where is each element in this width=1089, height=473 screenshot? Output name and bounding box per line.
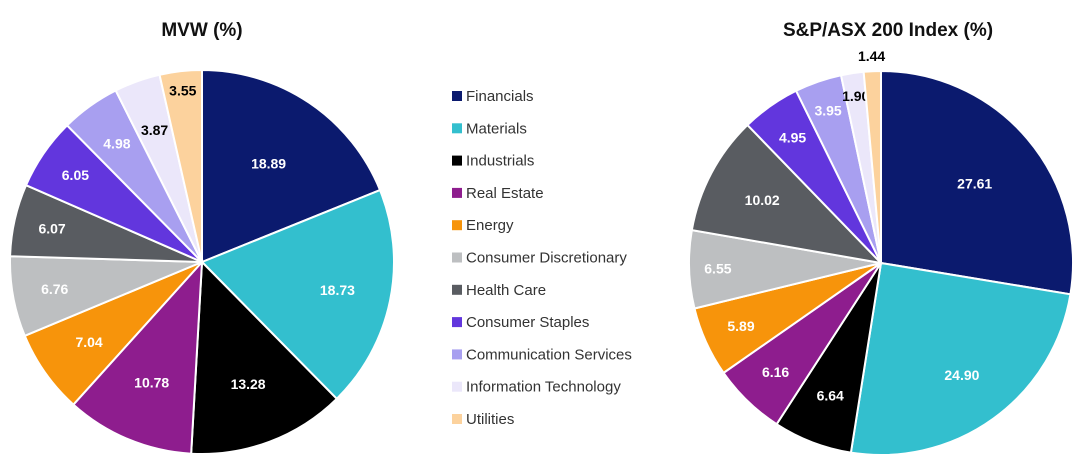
legend: Financials Materials Industrials Real Estat… [452, 88, 632, 428]
legend-swatch-real-estate [452, 187, 462, 198]
legend-label-communication-services: Communication Services [466, 346, 632, 363]
pie-2-slice-financials [880, 69, 1074, 296]
legend-swatch-information-technology [452, 381, 462, 392]
pie-2-label-financials: 27.61 [957, 176, 992, 192]
pie-1-slice-materials [200, 188, 395, 401]
pie-1-label-consumer-discretionary: 6.76 [41, 281, 68, 297]
legend-label-real-estate: Real Estate [466, 185, 544, 202]
legend-item-consumer-discretionary: Consumer Discretionary [452, 250, 627, 267]
pie-1-label-real-estate: 10.78 [134, 375, 169, 391]
pie-2-slice-health-care [690, 123, 884, 265]
pie-chart-2: S&P/ASX 200 Index (%) 27.61 24.90 6.64 6.16 5… [688, 20, 1074, 456]
legend-swatch-financials [452, 91, 462, 101]
pie-1-label-health-care: 6.07 [38, 220, 65, 236]
legend-swatch-materials [452, 123, 462, 134]
pie-2-label-consumer-discretionary: 6.55 [704, 261, 731, 277]
legend-swatch-energy [452, 220, 462, 231]
legend-swatch-utilities [452, 414, 462, 424]
legend-swatch-health-care [452, 284, 462, 295]
legend-swatch-consumer-staples [452, 317, 462, 328]
pie-2-label-energy: 5.89 [727, 318, 754, 334]
legend-item-health-care: Health Care [452, 282, 546, 299]
pie-1-label-industrials: 13.28 [231, 376, 266, 392]
pie-2-label-real-estate: 6.16 [762, 364, 789, 380]
legend-item-industrials: Industrials [452, 153, 534, 170]
legend-item-energy: Energy [452, 217, 514, 234]
pie-2-label-information-technology: 1.90 [842, 88, 869, 104]
legend-item-information-technology: Information Technology [452, 379, 621, 396]
legend-swatch-industrials [452, 155, 462, 166]
legend-label-information-technology: Information Technology [466, 379, 621, 396]
legend-label-materials: Materials [466, 120, 527, 137]
pie-2-label-consumer-staples: 4.95 [779, 129, 806, 145]
legend-item-materials: Materials [452, 120, 527, 137]
pie-2-label-communication-services: 3.95 [814, 103, 841, 119]
pie-2-slice-utilities [862, 69, 882, 264]
legend-label-industrials: Industrials [466, 153, 534, 170]
legend-item-utilities: Utilities [452, 411, 514, 428]
pie-title-1: MVW (%) [161, 20, 242, 41]
pie-2-label-industrials: 6.64 [817, 388, 844, 404]
pie-2-label-materials: 24.90 [944, 367, 979, 383]
pie-1-label-communication-services: 4.98 [103, 136, 130, 152]
pie-1-label-consumer-staples: 6.05 [62, 167, 89, 183]
legend-item-consumer-staples: Consumer Staples [452, 314, 589, 331]
legend-label-energy: Energy [466, 217, 514, 234]
legend-label-utilities: Utilities [466, 411, 514, 428]
legend-swatch-communication-services [452, 349, 462, 360]
legend-item-communication-services: Communication Services [452, 346, 632, 363]
legend-item-financials: Financials [452, 88, 534, 105]
legend-label-health-care: Health Care [466, 282, 546, 299]
legend-swatch-consumer-discretionary [452, 252, 462, 263]
legend-label-consumer-discretionary: Consumer Discretionary [466, 250, 627, 267]
pie-1-slice-utilities [158, 68, 203, 263]
pie-title-2: S&P/ASX 200 Index (%) [783, 20, 993, 41]
pie-1-label-financials: 18.89 [251, 155, 286, 171]
pie-1-label-materials: 18.73 [320, 282, 355, 298]
pie-1-slice-real-estate [71, 259, 204, 455]
pie-1-slice-industrials [190, 259, 339, 455]
pie-2-slice-materials [849, 261, 1072, 456]
pie-2-label-health-care: 10.02 [745, 192, 780, 208]
legend-item-real-estate: Real Estate [452, 185, 544, 202]
pie-chart-1: MVW (%) 18.89 18.73 13.28 10.78 7.04 6.76 6.07 6… [9, 20, 395, 455]
pie-1-label-information-technology: 3.87 [141, 122, 168, 138]
pie-1-label-utilities: 3.55 [169, 82, 196, 98]
pie-2-label-utilities: 1.44 [858, 48, 885, 64]
legend-label-consumer-staples: Consumer Staples [466, 314, 589, 331]
pie-1-slice-financials [201, 68, 382, 264]
pie-1-label-energy: 7.04 [75, 334, 102, 350]
legend-label-financials: Financials [466, 88, 534, 105]
